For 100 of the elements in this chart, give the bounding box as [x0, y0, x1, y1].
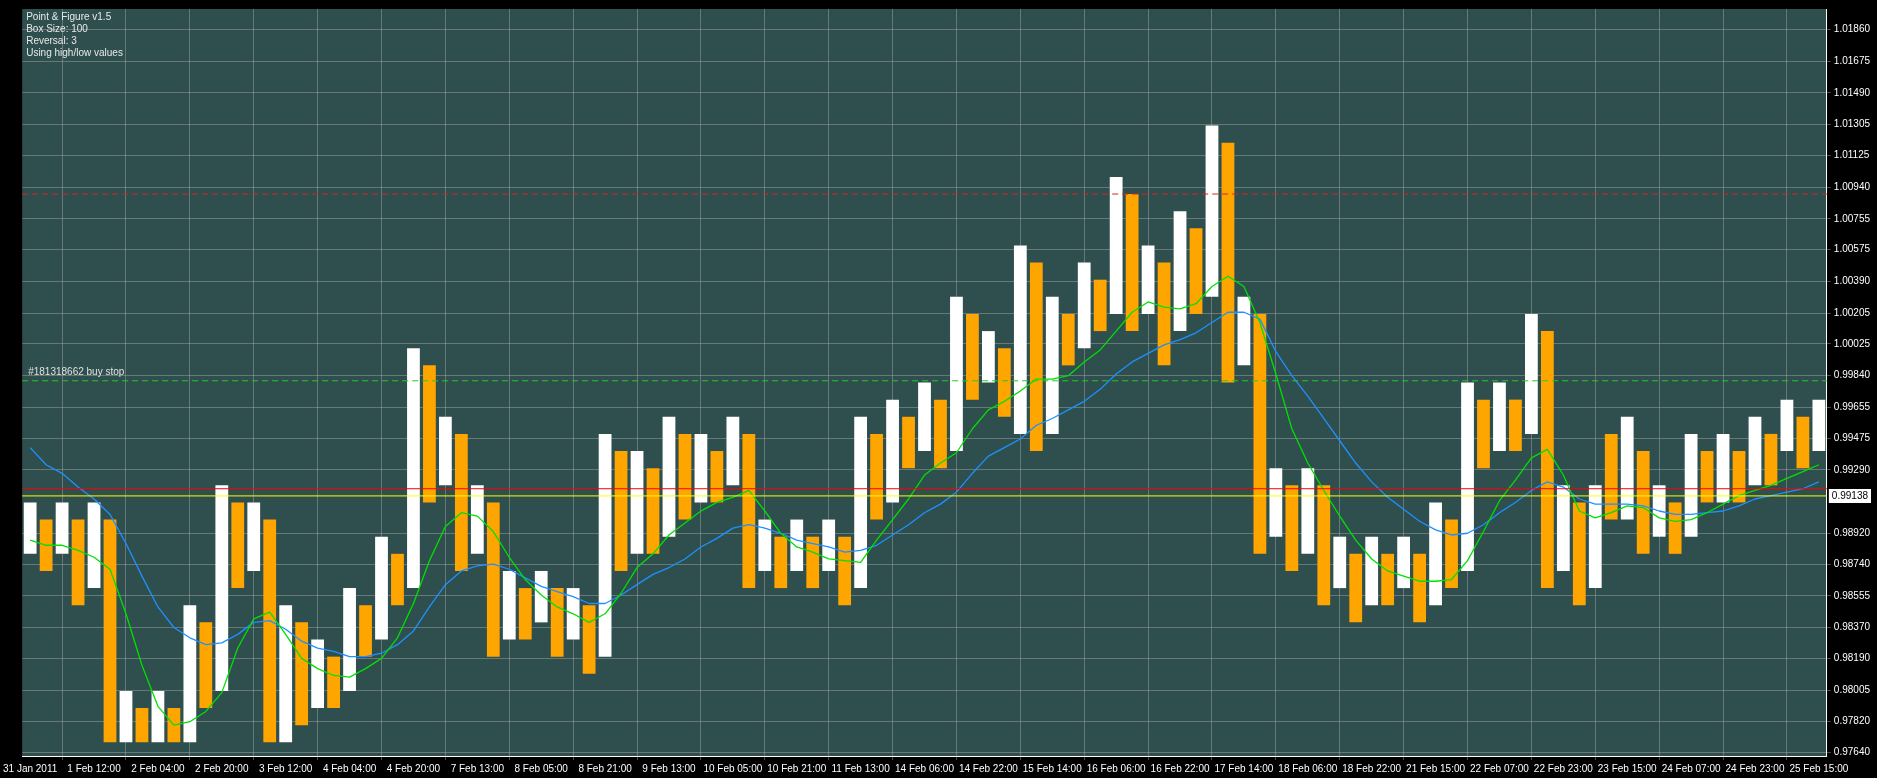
bar	[119, 690, 133, 743]
bar	[311, 639, 325, 709]
bar	[247, 502, 261, 571]
bar	[502, 570, 516, 640]
x-tick-label: 16 Feb 22:00	[1150, 762, 1210, 774]
bar	[454, 433, 468, 571]
x-tick-label: 25 Feb 15:00	[1789, 762, 1849, 774]
x-tick-label: 2 Feb 20:00	[195, 762, 249, 774]
x-tick-label: 14 Feb 06:00	[895, 762, 955, 774]
x-tick-label: 3 Feb 12:00	[259, 762, 313, 774]
x-tick-label: 1 Feb 12:00	[67, 762, 122, 774]
bar	[71, 519, 85, 606]
x-tick-label: 23 Feb 15:00	[1597, 762, 1658, 774]
bar	[1349, 553, 1363, 623]
y-tick-label: 0.98920	[1833, 527, 1871, 539]
x-tick-label: 22 Feb 07:00	[1469, 762, 1530, 774]
bar	[423, 365, 436, 503]
bar	[103, 519, 117, 743]
bar	[1381, 553, 1395, 606]
bar	[950, 296, 963, 452]
bar	[534, 570, 548, 623]
bar	[327, 656, 340, 709]
y-tick-label: 0.98555	[1833, 589, 1871, 601]
annotation: Reversal: 3	[26, 34, 78, 46]
bar	[199, 622, 213, 709]
bar	[758, 519, 772, 571]
y-tick-label: 1.01125	[1833, 149, 1870, 161]
y-tick-label: 1.00575	[1833, 243, 1871, 255]
x-tick-label: 2 Feb 04:00	[131, 762, 186, 774]
bar	[183, 605, 197, 743]
y-tick-label: 0.98190	[1833, 652, 1871, 664]
bar	[1477, 399, 1490, 469]
bar	[598, 433, 612, 657]
bar	[1077, 262, 1091, 349]
bar	[343, 588, 356, 691]
x-tick-label: 31 Jan 2011	[3, 762, 58, 774]
bar	[1013, 245, 1027, 434]
bar	[1540, 331, 1554, 589]
bar	[806, 536, 820, 589]
x-tick-label: 4 Feb 04:00	[322, 762, 377, 774]
bar	[1029, 262, 1043, 452]
bar	[918, 382, 931, 452]
bar	[1061, 313, 1075, 366]
x-tick-label: 9 Feb 13:00	[642, 762, 697, 774]
y-tick-label: 0.99475	[1833, 431, 1871, 443]
bar	[1509, 399, 1522, 452]
y-tick-label: 1.01675	[1833, 55, 1871, 67]
bar	[982, 331, 995, 383]
ref-line-label: #181318662 buy stop	[28, 365, 125, 377]
y-tick-label: 1.00755	[1833, 212, 1871, 224]
x-tick-label: 24 Feb 07:00	[1661, 762, 1722, 774]
bar	[1141, 245, 1155, 314]
x-tick-label: 10 Feb 21:00	[767, 762, 827, 774]
y-tick-label: 1.00940	[1833, 180, 1871, 192]
bar	[662, 416, 676, 537]
bar	[966, 313, 979, 400]
bar	[614, 451, 628, 571]
bar	[375, 536, 388, 640]
bar	[1093, 279, 1107, 332]
y-tick-label: 1.00390	[1833, 275, 1871, 287]
x-tick-label: 7 Feb 13:00	[450, 762, 505, 774]
x-tick-label: 14 Feb 22:00	[958, 762, 1019, 774]
y-tick-label: 0.99655	[1833, 401, 1871, 413]
bar	[1620, 416, 1634, 520]
bar	[790, 519, 804, 571]
bar	[39, 519, 53, 571]
bar	[439, 416, 452, 486]
bar	[1173, 211, 1187, 332]
bar	[391, 553, 404, 606]
x-tick-label: 11 Feb 13:00	[831, 762, 891, 774]
annotation: Using high/low values	[26, 46, 123, 58]
x-tick-label: 8 Feb 21:00	[578, 762, 633, 774]
x-tick-label: 21 Feb 15:00	[1406, 762, 1466, 774]
bar	[1796, 416, 1810, 469]
bar	[566, 588, 580, 640]
y-tick-label: 1.01305	[1833, 118, 1871, 130]
bar	[550, 588, 564, 657]
bar	[1572, 502, 1586, 606]
x-tick-label: 15 Feb 14:00	[1022, 762, 1083, 774]
bar	[1525, 313, 1538, 434]
x-tick-label: 18 Feb 22:00	[1342, 762, 1402, 774]
x-tick-label: 10 Feb 05:00	[703, 762, 763, 774]
bar	[1445, 519, 1458, 589]
bar	[23, 502, 37, 554]
bar	[1668, 502, 1682, 554]
bar	[470, 485, 484, 554]
bar	[1269, 468, 1283, 537]
bar	[1285, 485, 1299, 571]
annotation: Box Size: 100	[26, 22, 89, 34]
bar	[1189, 228, 1203, 314]
bar	[1461, 382, 1474, 571]
bar	[1780, 399, 1794, 452]
bar	[231, 502, 245, 589]
bar	[582, 605, 596, 674]
bar	[1237, 296, 1251, 366]
bar	[135, 708, 149, 743]
bar	[646, 468, 660, 554]
bar	[263, 519, 277, 743]
bar	[870, 433, 883, 520]
bar	[1109, 176, 1123, 314]
